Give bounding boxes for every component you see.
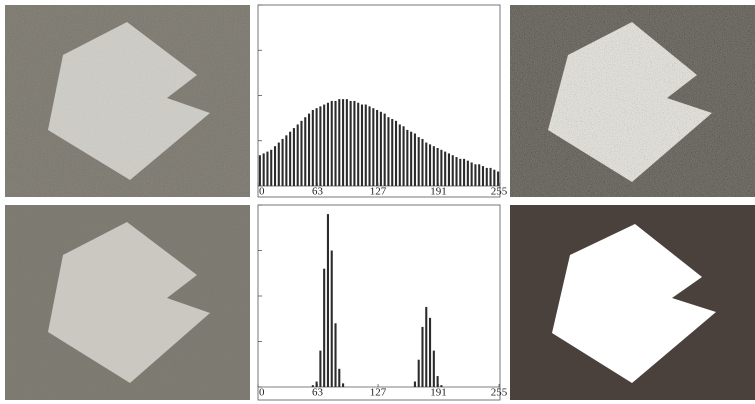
histogram-bar (444, 151, 447, 186)
histogram-bar (497, 171, 500, 186)
histogram-bar (398, 124, 401, 186)
histogram-bar (413, 381, 416, 387)
histogram-bar (273, 146, 277, 186)
histogram-bar (425, 142, 428, 186)
histogram-bar (410, 131, 413, 186)
histogram-bar (277, 142, 280, 186)
histogram-bar (262, 153, 265, 186)
histogram-bar (429, 144, 432, 186)
histogram-bar (372, 108, 375, 186)
histogram-bar (421, 138, 424, 186)
histogram-bar (436, 147, 439, 186)
histograms: 0 63 127 191 255 0 63 127 191 255 (257, 4, 508, 401)
x-tick-label: 0 (259, 387, 265, 399)
histogram-bar (349, 100, 352, 186)
histogram-bar (334, 100, 337, 186)
histogram-bar (342, 383, 345, 387)
plot-frame (257, 204, 501, 401)
thresholded-image (510, 205, 755, 400)
histogram-bar (478, 164, 481, 186)
histogram-bar (394, 120, 398, 186)
histogram-bar (304, 117, 307, 186)
histogram-bar (334, 323, 337, 387)
histogram-bar (311, 109, 314, 186)
histogram-bar (493, 169, 496, 186)
histogram-bar (300, 120, 303, 186)
histogram-bar (485, 167, 488, 186)
histogram-bar (432, 146, 435, 186)
x-tick-label: 63 (312, 387, 324, 399)
x-tick-label: 63 (312, 186, 324, 198)
histogram-bar (455, 157, 458, 186)
histogram-bar (338, 368, 341, 387)
histogram-bar (447, 153, 450, 186)
histogram-bar (292, 128, 295, 186)
histogram-bar (323, 268, 326, 387)
histogram-bar (315, 381, 318, 387)
x-tick-label: 255 (491, 387, 508, 399)
histogram-bar (481, 166, 485, 186)
high-noise-image (510, 5, 755, 197)
histogram-bar (319, 350, 322, 387)
histogram-bar (417, 137, 420, 186)
smoothed-image (5, 205, 250, 400)
histogram-bar (391, 119, 394, 186)
histogram-bar (440, 149, 443, 186)
histogram-bar (323, 104, 326, 186)
histogram-bar (360, 104, 364, 186)
histogram-bar (345, 99, 348, 186)
histogram-bar (330, 100, 333, 186)
histogram-bar (463, 158, 466, 186)
histogram-bar (402, 126, 405, 186)
histogram-bar (353, 100, 356, 186)
histogram-bar (387, 117, 390, 186)
x-tick-label: 0 (259, 186, 265, 198)
histogram-bar (406, 129, 409, 186)
histogram-bar (383, 113, 386, 186)
x-tick-label: 127 (370, 387, 387, 399)
histogram-bar (338, 99, 341, 186)
histogram-bar (466, 160, 469, 186)
histogram-bar (421, 326, 424, 387)
histogram-bar (470, 162, 473, 186)
histogram-bar (364, 104, 367, 186)
histogram-bar (376, 109, 379, 186)
histogram-bar (258, 155, 261, 186)
x-tick-label: 191 (430, 186, 447, 198)
x-tick-label: 191 (430, 387, 447, 399)
noisy-image (5, 5, 250, 197)
histogram-bar (296, 124, 299, 186)
histogram-bar (285, 135, 288, 186)
histogram-bar (311, 385, 314, 387)
histogram-bar (429, 317, 432, 387)
histogram-bar (436, 376, 439, 387)
histogram-bar (289, 131, 292, 186)
histogram-bar (266, 151, 269, 186)
histogram-bar (489, 167, 492, 186)
histogram-bar (330, 250, 333, 387)
histogram-bar (413, 133, 416, 186)
histogram-bar (379, 111, 382, 186)
histogram-bar (417, 359, 420, 387)
histogram-bar (308, 113, 311, 186)
histogram-bar (326, 214, 329, 387)
histogram-bar (368, 106, 371, 186)
histogram-bar (440, 385, 443, 387)
histogram-bar (474, 164, 477, 186)
x-tick-label: 127 (370, 186, 387, 198)
x-tick-label: 255 (491, 186, 508, 198)
histogram-bar (319, 106, 322, 186)
histogram-bar (357, 102, 360, 186)
histogram-bar (342, 99, 345, 186)
histogram-bar (270, 149, 273, 186)
histogram-bar (281, 138, 284, 186)
histogram-bar (326, 102, 329, 186)
histogram-bar (451, 155, 454, 186)
histogram-bar (459, 158, 462, 186)
histogram-bar (425, 306, 428, 387)
histogram-bar (315, 108, 318, 186)
histogram-bar (432, 350, 435, 387)
